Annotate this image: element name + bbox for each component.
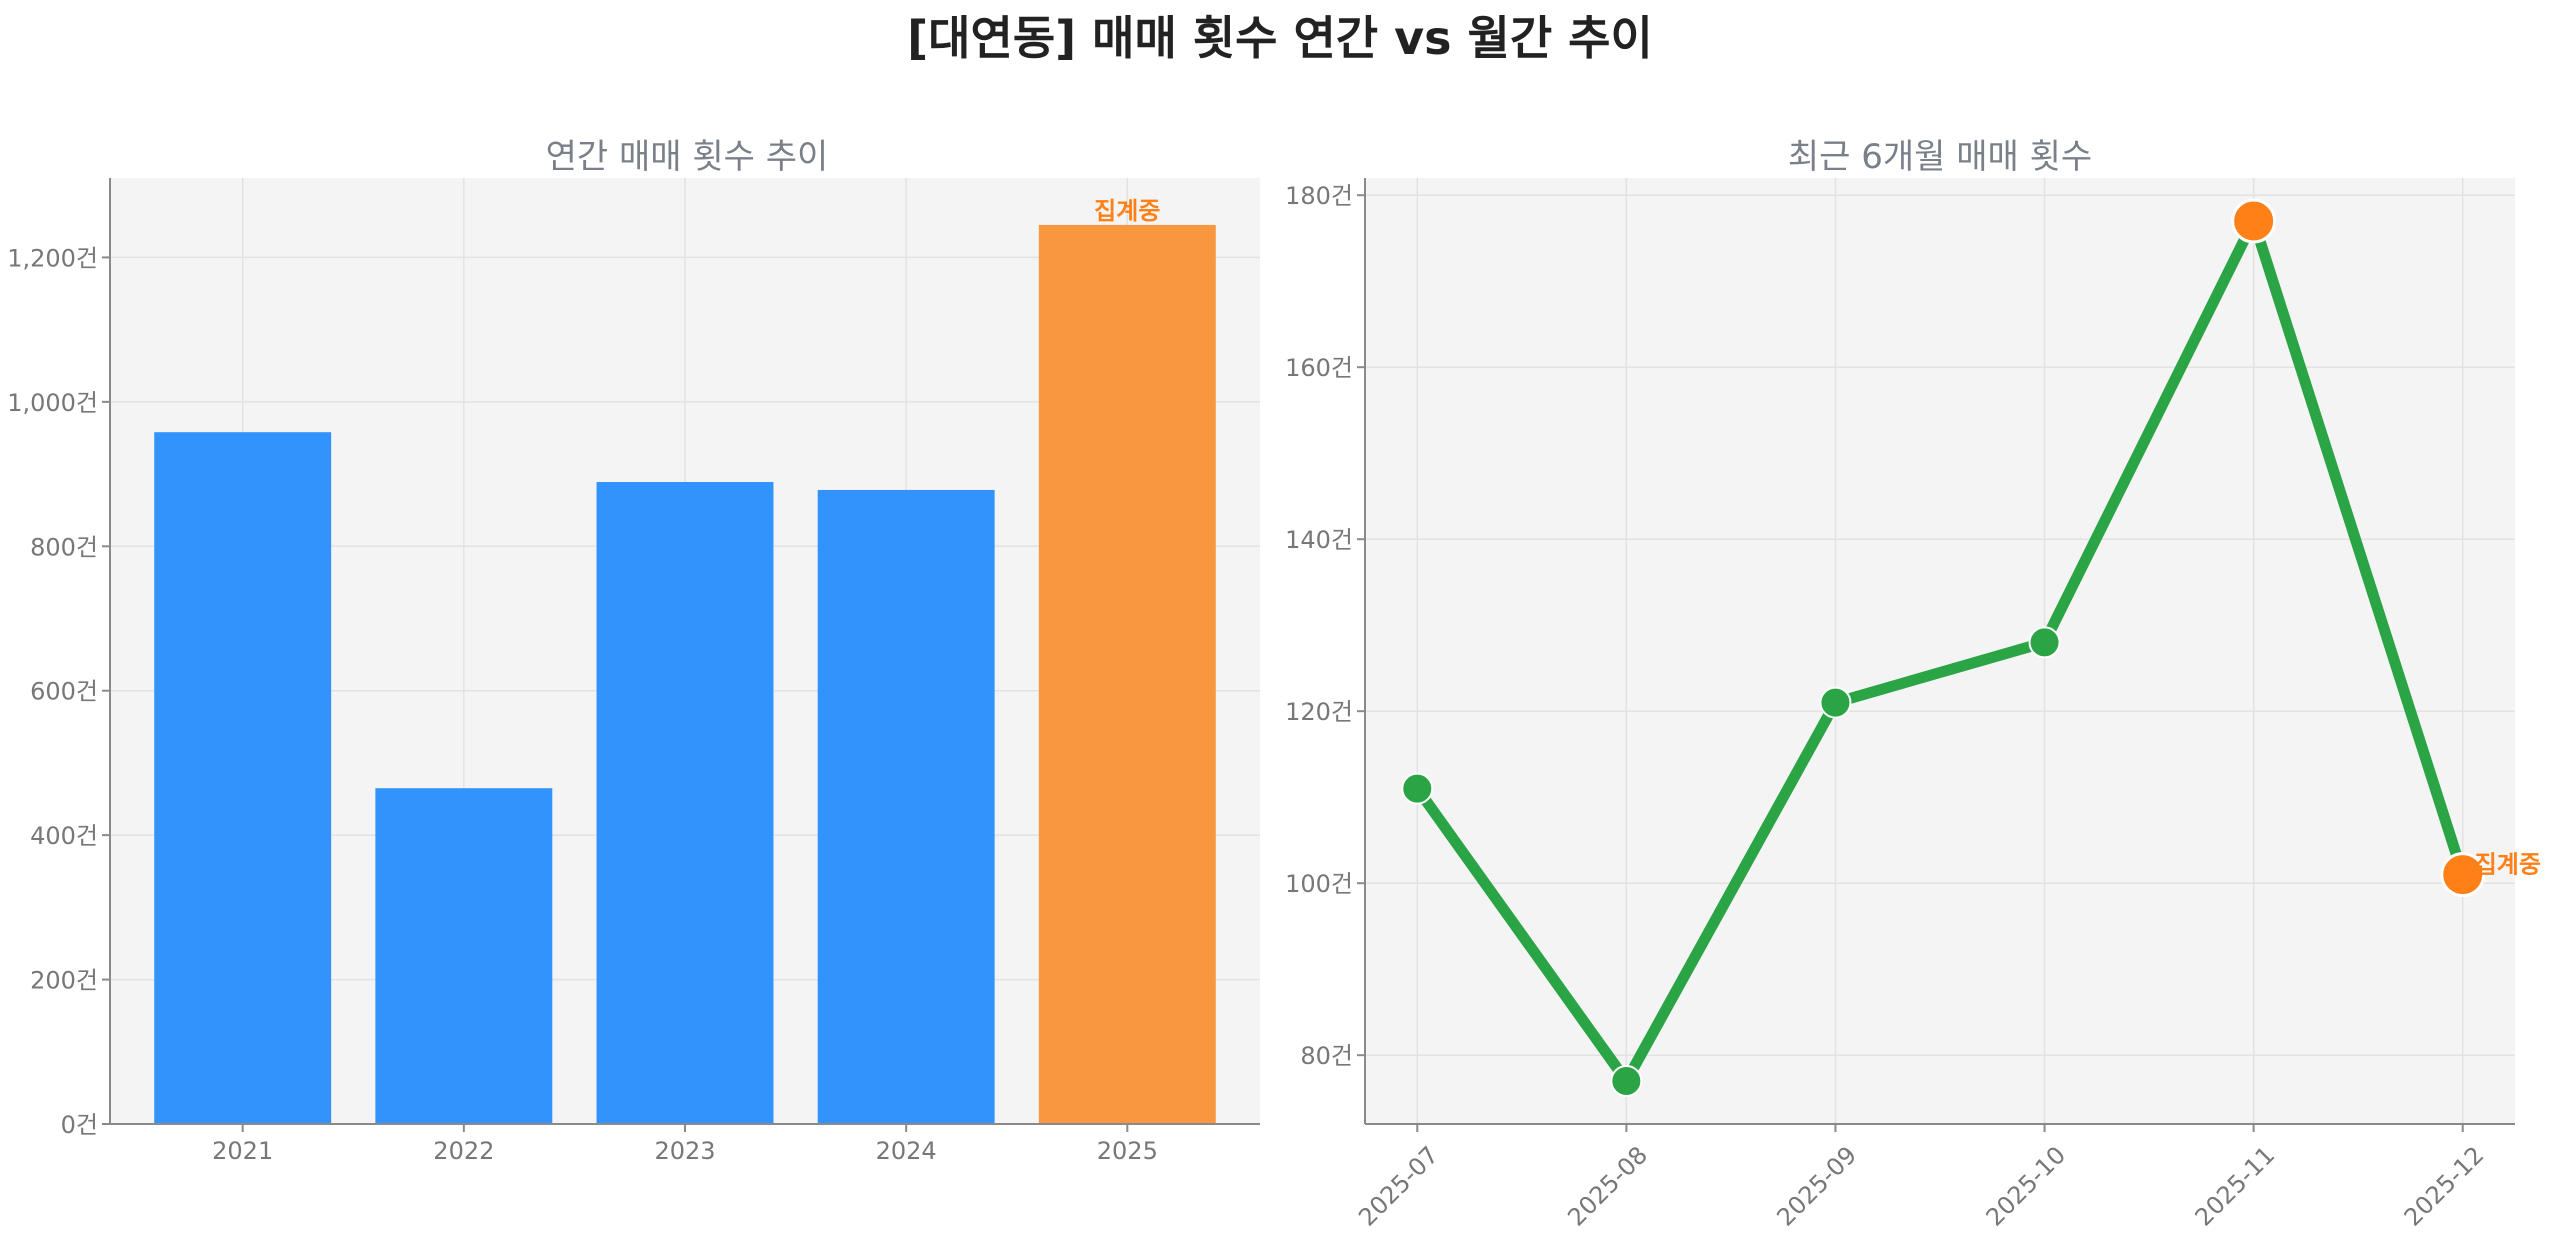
annual-annotation: 집계중 bbox=[1094, 197, 1160, 225]
annual-y-tick-label: 600건 bbox=[30, 678, 98, 706]
monthly-y-tick-label: 180건 bbox=[1285, 182, 1353, 210]
annual-x-tick-label: 2024 bbox=[876, 1137, 937, 1165]
monthly-series-line bbox=[1411, 215, 2469, 1087]
monthly-y-tick-label: 100건 bbox=[1285, 870, 1353, 898]
main-title: [대연동] 매매 횟수 연간 vs 월간 추이 bbox=[907, 11, 1653, 65]
monthly-y-tick-label: 140건 bbox=[1285, 526, 1353, 554]
annual-x-tick-label: 2023 bbox=[654, 1137, 715, 1165]
annual-y-ticks: 0건 200건 400건 600건 800건 1,000건 1,200건 bbox=[7, 244, 110, 1139]
bar-2024 bbox=[817, 489, 995, 1124]
point-2025-11 bbox=[2231, 198, 2277, 244]
point-2025-09 bbox=[1819, 686, 1852, 719]
monthly-x-ticks: 2025-07 2025-08 2025-09 2025-10 2025-11 2025-… bbox=[1353, 1124, 2489, 1232]
point-2025-07 bbox=[1401, 772, 1434, 805]
annual-y-tick-label: 400건 bbox=[30, 822, 98, 850]
monthly-x-tick-label: 2025-07 bbox=[1353, 1141, 1444, 1232]
annual-x-tick-label: 2022 bbox=[433, 1137, 494, 1165]
annual-y-tick-label: 0건 bbox=[61, 1111, 98, 1139]
bar-2021 bbox=[154, 432, 332, 1124]
monthly-annotation: 집계중 bbox=[2475, 851, 2541, 879]
monthly-x-tick-label: 2025-10 bbox=[1981, 1141, 2072, 1232]
point-2025-10 bbox=[2028, 626, 2061, 659]
annual-x-tick-label: 2021 bbox=[212, 1137, 273, 1165]
point-2025-12 bbox=[2440, 852, 2486, 898]
monthly-x-tick-label: 2025-11 bbox=[2190, 1141, 2281, 1232]
monthly-x-tick-label: 2025-08 bbox=[1562, 1141, 1653, 1232]
monthly-x-tick-label: 2025-09 bbox=[1771, 1141, 1862, 1232]
annual-x-ticks: 2021 2022 2023 2024 2025 bbox=[212, 1124, 1158, 1165]
monthly-x-tick-label: 2025-12 bbox=[2399, 1141, 2490, 1232]
monthly-y-ticks: 80건 100건 120건 140건 160건 180건 bbox=[1285, 182, 1365, 1070]
annual-y-tick-label: 200건 bbox=[30, 967, 98, 995]
monthly-grid bbox=[1365, 178, 2515, 1124]
annual-bars bbox=[154, 224, 1216, 1124]
annual-x-tick-label: 2025 bbox=[1097, 1137, 1158, 1165]
monthly-chart-title: 최근 6개월 매매 횟수 bbox=[1788, 137, 2092, 177]
monthly-points bbox=[1401, 198, 2486, 1097]
annual-y-tick-label: 800건 bbox=[30, 533, 98, 561]
monthly-y-tick-label: 160건 bbox=[1285, 354, 1353, 382]
monthly-y-tick-label: 80건 bbox=[1300, 1042, 1353, 1070]
annual-y-tick-label: 1,200건 bbox=[7, 244, 98, 272]
bar-2023 bbox=[596, 482, 774, 1124]
monthly-y-tick-label: 120건 bbox=[1285, 698, 1353, 726]
bar-2025 bbox=[1038, 224, 1216, 1124]
annual-chart-title: 연간 매매 횟수 추이 bbox=[546, 137, 829, 177]
bar-2022 bbox=[375, 788, 553, 1124]
monthly-plot-area bbox=[1365, 178, 2515, 1124]
annual-y-tick-label: 1,000건 bbox=[7, 389, 98, 417]
point-2025-08 bbox=[1610, 1065, 1643, 1097]
